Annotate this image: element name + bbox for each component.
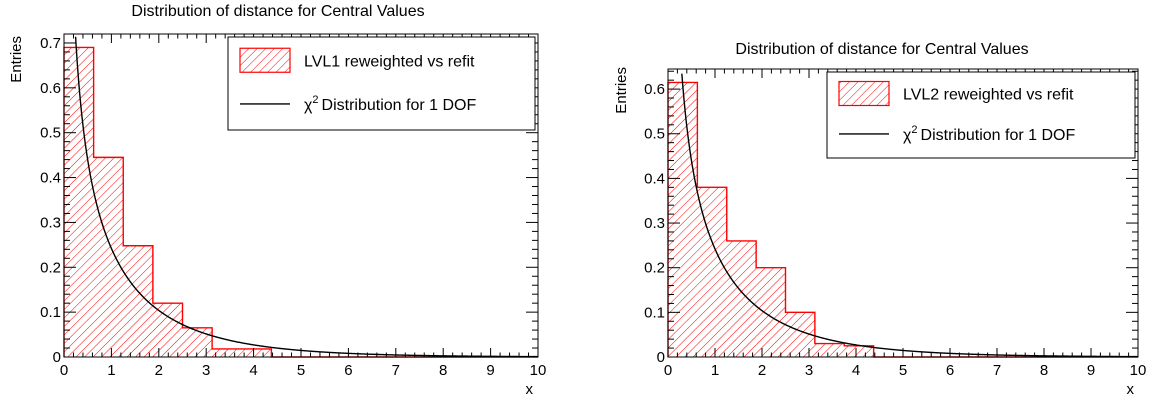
y-tick-label: 0.6 [644, 81, 665, 98]
histogram-bar [212, 348, 242, 357]
x-tick-label: 10 [1130, 362, 1147, 379]
y-axis-label: Entries [8, 36, 25, 83]
chi2-curve [74, 36, 538, 358]
histogram-bar [844, 345, 874, 357]
y-tick-label: 0.7 [40, 35, 61, 52]
legend-swatch-histogram [838, 80, 890, 107]
x-tick-label: 3 [805, 362, 813, 379]
legend-swatch-histogram [239, 47, 291, 73]
chart-panel-left: Distribution of distance for Central Val… [0, 0, 560, 399]
y-tick-label: 0.1 [644, 304, 665, 321]
x-tick-label: 3 [202, 362, 210, 379]
legend-label-superscript: 2 [312, 94, 318, 106]
x-tick-label: 10 [530, 362, 547, 379]
x-tick-label: 4 [249, 362, 257, 379]
x-tick-label: 0 [664, 362, 672, 379]
y-axis-label: Entries [613, 67, 630, 114]
x-tick-label: 1 [107, 362, 115, 379]
legend-label-curve-text: Distribution for 1 DOF [322, 97, 477, 114]
y-tick-label: 0.2 [644, 260, 665, 277]
chart-title: Distribution of distance for Central Val… [131, 3, 424, 20]
chi2-curve [681, 73, 1138, 358]
y-tick-label: 0 [53, 349, 61, 366]
histogram-bar [152, 303, 183, 357]
histogram-bar [668, 82, 698, 357]
y-tick-label: 0.5 [40, 125, 61, 142]
x-tick-label: 2 [155, 362, 163, 379]
x-tick-label: 5 [899, 362, 907, 379]
x-tick-label: 8 [1040, 362, 1048, 379]
x-tick-label: 2 [758, 362, 766, 379]
histogram-bar [182, 327, 213, 357]
legend-label-curve-text: Distribution for 1 DOF [921, 127, 1076, 144]
x-axis-label: x [1127, 381, 1135, 398]
x-tick-label: 9 [1087, 362, 1095, 379]
legend-label-chi-symbol: χ [304, 97, 313, 114]
x-tick-label: 8 [439, 362, 447, 379]
x-tick-label: 4 [852, 362, 860, 379]
histogram-bar [756, 267, 786, 357]
y-tick-label: 0.1 [40, 304, 61, 321]
histogram-bar [64, 47, 94, 357]
histogram-bar [814, 343, 845, 357]
y-tick-label: 0.4 [644, 170, 665, 187]
histogram-bar [241, 348, 272, 357]
y-tick-label: 0.3 [644, 215, 665, 232]
x-tick-label: 6 [946, 362, 954, 379]
y-tick-label: 0.3 [40, 214, 61, 231]
x-tick-label: 9 [486, 362, 494, 379]
chart-panel-right: Distribution of distance for Central Val… [600, 0, 1157, 399]
y-tick-label: 0.6 [40, 80, 61, 97]
legend-label-chi-symbol: χ [903, 127, 912, 144]
histogram-bar [726, 240, 757, 357]
legend-label-histogram: LVL2 reweighted vs refit [903, 87, 1074, 104]
x-tick-label: 1 [711, 362, 719, 379]
x-tick-label: 6 [344, 362, 352, 379]
histogram-bar [697, 187, 727, 357]
x-tick-label: 7 [392, 362, 400, 379]
x-tick-label: 7 [993, 362, 1001, 379]
histogram-bar [93, 157, 124, 357]
y-tick-label: 0.5 [644, 126, 665, 143]
x-axis-label: x [526, 381, 534, 398]
chart-title: Distribution of distance for Central Val… [735, 41, 1028, 58]
legend-label-histogram: LVL1 reweighted vs refit [304, 53, 475, 70]
y-tick-label: 0.4 [40, 170, 61, 187]
y-tick-label: 0.2 [40, 259, 61, 276]
x-tick-label: 0 [60, 362, 68, 379]
histogram-chart-right: Distribution of distance for Central Val… [613, 41, 1147, 398]
histogram-chart-left: Distribution of distance for Central Val… [8, 3, 547, 398]
y-tick-label: 0 [657, 349, 665, 366]
legend-label-superscript: 2 [911, 124, 917, 136]
legend-label-curve: χ2 Distribution for 1 DOF [903, 124, 1075, 144]
x-tick-label: 5 [297, 362, 305, 379]
legend-label-curve: χ2 Distribution for 1 DOF [304, 94, 476, 114]
